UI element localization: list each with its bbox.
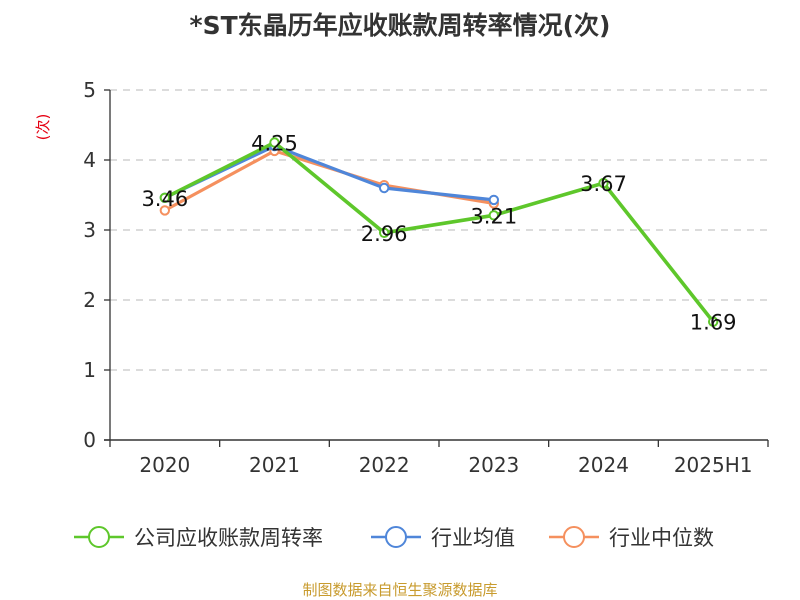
data-point bbox=[378, 227, 390, 239]
x-tick-label: 2020 bbox=[139, 453, 190, 477]
x-tick-label: 2024 bbox=[578, 453, 629, 477]
source-note: 制图数据来自恒生聚源数据库 bbox=[302, 581, 498, 599]
series-line-0 bbox=[163, 140, 715, 324]
x-tick-label: 2023 bbox=[468, 453, 519, 477]
y-tick-label: 1 bbox=[83, 358, 96, 382]
y-tick-label: 5 bbox=[83, 78, 96, 102]
legend[interactable]: 公司应收账款周转率 行业均值 行业中位数 bbox=[74, 526, 714, 550]
x-tick-label: 2022 bbox=[359, 453, 410, 477]
data-point bbox=[159, 205, 171, 216]
legend-marker-icon bbox=[385, 526, 407, 548]
legend-item-2[interactable]: 行业中位数 bbox=[549, 526, 714, 550]
data-point bbox=[378, 182, 390, 194]
data-point bbox=[488, 210, 500, 221]
y-tick-label: 2 bbox=[83, 288, 96, 312]
legend-label: 公司应收账款周转率 bbox=[134, 526, 323, 550]
legend-label: 行业均值 bbox=[431, 526, 515, 550]
legend-label: 行业中位数 bbox=[609, 526, 714, 550]
series-lines bbox=[159, 137, 719, 327]
data-label: 1.69 bbox=[690, 311, 737, 335]
legend-marker-icon bbox=[563, 526, 585, 548]
data-label: 2.96 bbox=[361, 222, 408, 246]
y-tick-label: 0 bbox=[83, 428, 96, 452]
data-point bbox=[269, 137, 280, 148]
data-labels: 3.46 4.25 2.96 3.21 3.67 1.69 bbox=[141, 132, 736, 335]
axes: 0 1 2 3 4 5 2020 2021 2022 2023 2024 2025H1 (次) bbox=[34, 78, 769, 477]
legend-item-1[interactable]: 行业均值 bbox=[371, 526, 515, 550]
x-tick-label: 2025H1 bbox=[674, 453, 753, 477]
legend-item-0[interactable]: 公司应收账款周转率 bbox=[74, 526, 323, 550]
data-label: 3.21 bbox=[470, 204, 517, 228]
grid-lines bbox=[110, 89, 768, 371]
data-point bbox=[707, 316, 719, 327]
legend-marker-icon bbox=[88, 526, 110, 548]
chart-title: *ST东晶历年应收账款周转率情况(次) bbox=[189, 11, 611, 40]
data-point bbox=[159, 192, 171, 204]
data-point bbox=[598, 177, 609, 189]
data-label: 4.25 bbox=[251, 132, 298, 156]
y-axis-unit: (次) bbox=[34, 114, 52, 141]
data-label: 3.67 bbox=[580, 172, 627, 196]
y-tick-label: 3 bbox=[83, 218, 96, 242]
y-tick-label: 4 bbox=[83, 148, 96, 172]
x-tick-label: 2021 bbox=[249, 453, 300, 477]
data-point bbox=[488, 194, 500, 206]
data-label: 3.46 bbox=[141, 187, 188, 211]
